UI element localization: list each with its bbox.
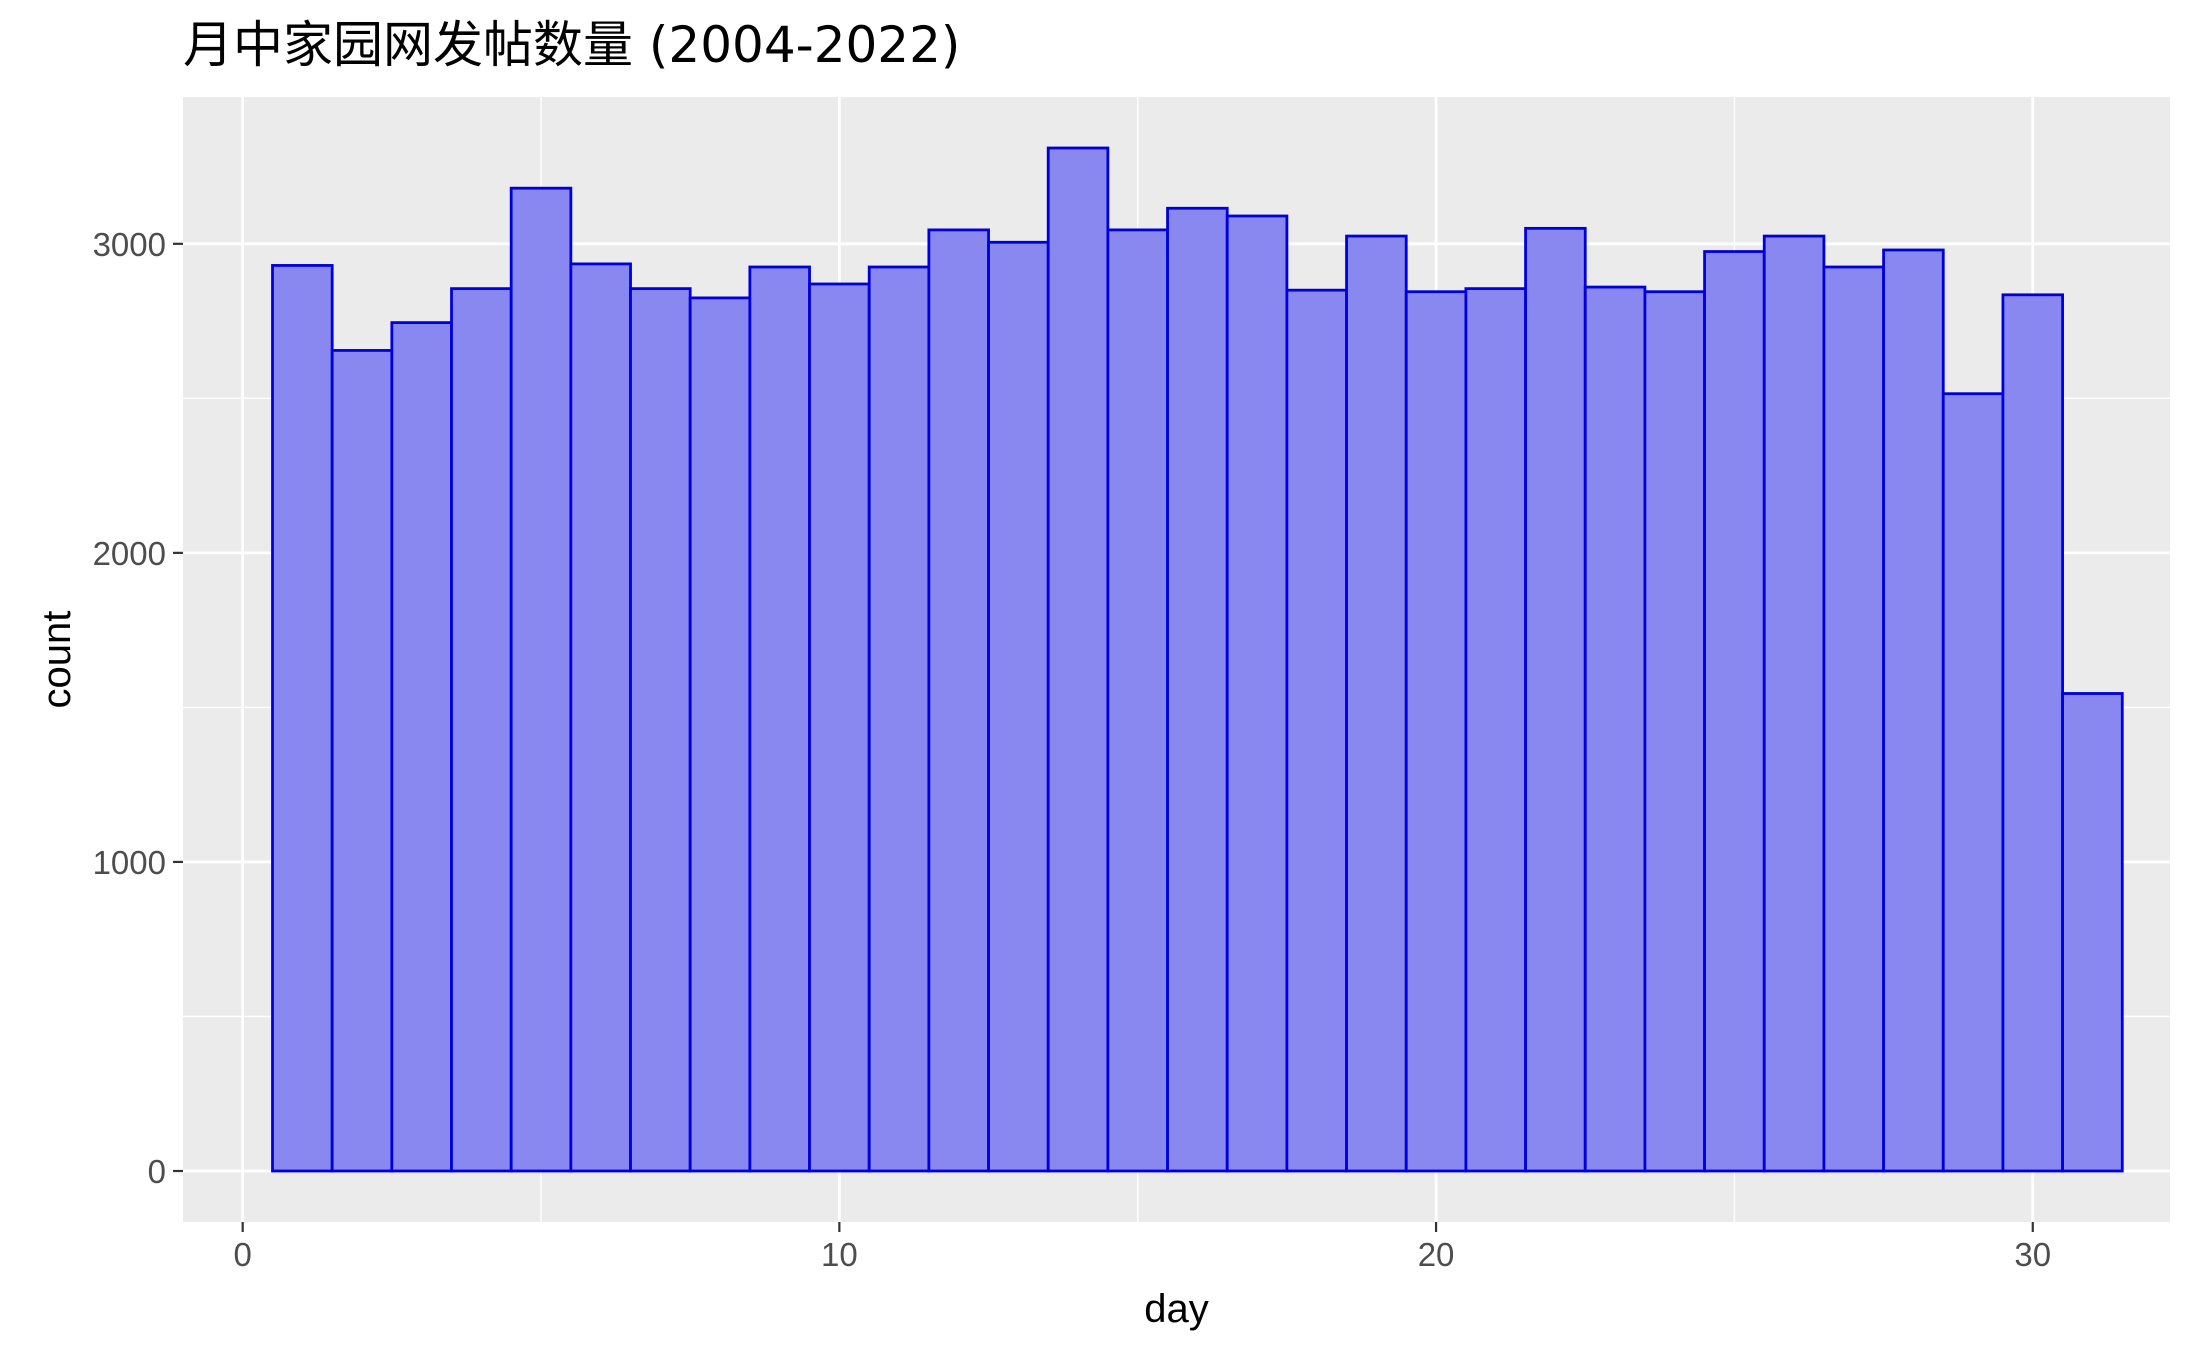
histogram-bar-day-8 <box>688 296 752 1173</box>
histogram-bar-day-26 <box>1762 234 1826 1173</box>
histogram-bar-day-13 <box>987 240 1050 1173</box>
histogram-bar-day-31 <box>2061 692 2124 1173</box>
histogram-bar-day-10 <box>808 282 871 1173</box>
histogram-bar-day-15 <box>1106 228 1169 1173</box>
histogram-bar-day-16 <box>1166 206 1229 1173</box>
histogram-bar-day-25 <box>1703 250 1766 1173</box>
histogram-bar-day-7 <box>629 287 692 1173</box>
y-tick-label: 0 <box>148 1153 166 1190</box>
histogram-bar-day-20 <box>1404 290 1468 1173</box>
histogram-bar-day-12 <box>927 228 990 1173</box>
x-tick-label: 0 <box>233 1236 251 1273</box>
y-tick-label: 2000 <box>93 535 166 572</box>
y-tick-label: 1000 <box>93 844 166 881</box>
histogram-bar-day-3 <box>390 321 453 1173</box>
histogram-bar-day-5 <box>509 186 573 1173</box>
histogram-bar-day-14 <box>1046 146 1110 1173</box>
histogram-bar-day-2 <box>330 349 394 1173</box>
histogram-bar-day-24 <box>1643 290 1706 1173</box>
histogram-bar-day-6 <box>569 262 632 1173</box>
histogram-bar-day-1 <box>271 264 334 1173</box>
x-tick-label: 20 <box>1418 1236 1455 1273</box>
x-axis-title: day <box>1144 1287 1209 1331</box>
histogram-bar-day-9 <box>748 265 811 1173</box>
histogram-bar-day-23 <box>1583 285 1647 1173</box>
histogram-bar-day-17 <box>1225 214 1289 1173</box>
bars <box>271 146 2124 1173</box>
x-tick-label: 30 <box>2014 1236 2051 1273</box>
histogram-bar-day-18 <box>1285 288 1348 1173</box>
histogram-bar-day-27 <box>1822 265 1885 1173</box>
chart-title: 月中家园网发帖数量 (2004-2022) <box>183 16 960 74</box>
histogram-bar-day-11 <box>867 265 931 1173</box>
histogram-bar-day-29 <box>1941 392 2005 1173</box>
y-axis-title: count <box>35 611 79 709</box>
x-axis: 0 10 20 30 <box>233 1222 2051 1273</box>
histogram-bar-day-30 <box>2001 293 2064 1173</box>
histogram-bar-day-19 <box>1345 234 1408 1173</box>
histogram-bar-day-22 <box>1524 226 1587 1173</box>
histogram-bar-day-4 <box>450 287 513 1173</box>
y-tick-label: 3000 <box>93 226 166 263</box>
histogram-bar-day-28 <box>1882 248 1945 1173</box>
x-tick-label: 10 <box>821 1236 858 1273</box>
y-axis: 0 1000 2000 3000 <box>93 226 183 1190</box>
histogram-bar-day-21 <box>1464 287 1527 1173</box>
